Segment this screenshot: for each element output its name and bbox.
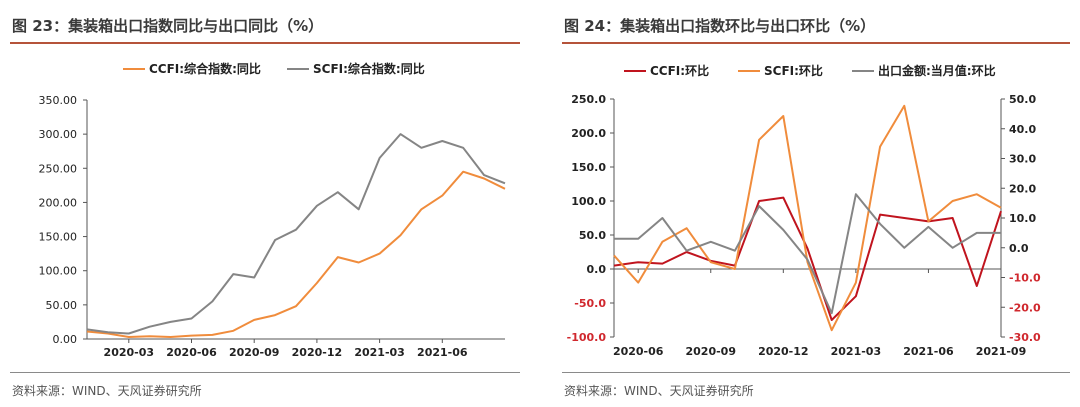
y-tick-label-right: 0.0 bbox=[1009, 242, 1029, 255]
source-rule-left bbox=[10, 372, 520, 373]
series-line-export-mom bbox=[614, 193, 1001, 315]
legend-label: CCFI:综合指数:同比 bbox=[149, 61, 261, 76]
chart-title-left: 图 23：集装箱出口指数同比与出口同比（%） bbox=[12, 17, 324, 35]
x-tick-label: 2021-03 bbox=[831, 345, 882, 358]
y-tick-label: 200.00 bbox=[39, 196, 78, 209]
y-tick-label-left: 0.0 bbox=[587, 263, 607, 276]
legend-label: SCFI:环比 bbox=[764, 63, 823, 78]
x-tick-label: 2020-12 bbox=[758, 345, 809, 358]
y-tick-label-right: 50.0 bbox=[1009, 93, 1036, 106]
y-tick-label-left: 50.0 bbox=[579, 229, 606, 242]
y-tick-label-left: 250.0 bbox=[571, 93, 606, 106]
source-note-left: 资料来源：WIND、天风证券研究所 bbox=[12, 384, 202, 398]
x-tick-label: 2021-09 bbox=[976, 345, 1027, 358]
y-tick-label-right: 40.0 bbox=[1009, 123, 1036, 136]
y-tick-label-right: 10.0 bbox=[1009, 212, 1036, 225]
y-tick-label-right: -30.0 bbox=[1009, 331, 1041, 344]
chart-panel-right: 图 24：集装箱出口指数环比与出口环比（%） CCFI:环比 SCFI:环比 出口金… bbox=[552, 0, 1080, 407]
series-line-scfi bbox=[86, 133, 506, 335]
y-tick-label-right: -10.0 bbox=[1009, 272, 1041, 285]
y-tick-label-left: -50.0 bbox=[574, 297, 606, 310]
x-tick-label: 2020-12 bbox=[292, 346, 343, 359]
legend-label: SCFI:综合指数:同比 bbox=[313, 61, 425, 76]
y-tick-label: 0.00 bbox=[53, 333, 78, 346]
series-line-ccfi bbox=[86, 170, 506, 338]
y-tick-label-left: 150.0 bbox=[571, 161, 606, 174]
x-tick-label: 2020-06 bbox=[166, 346, 217, 359]
y-tick-label: 100.00 bbox=[39, 265, 78, 278]
y-tick-label: 50.00 bbox=[46, 299, 78, 312]
chart-right: CCFI:环比 SCFI:环比 出口金额:当月值:环比 250.0 200.0 150.0… bbox=[567, 63, 1041, 358]
y-tick-label-left: 100.0 bbox=[571, 195, 606, 208]
legend-label: CCFI:环比 bbox=[650, 63, 709, 78]
y-tick-label: 350.00 bbox=[39, 94, 78, 107]
y-tick-label: 250.00 bbox=[39, 162, 78, 175]
y-tick-label-left: 200.0 bbox=[571, 127, 606, 140]
chart-panel-left: 图 23：集装箱出口指数同比与出口同比（%） CCFI:综合指数:同比 SCFI:… bbox=[0, 0, 530, 407]
y-tick-label-left: -100.0 bbox=[567, 331, 607, 344]
source-note-right: 资料来源：WIND、天风证券研究所 bbox=[564, 384, 754, 398]
y-tick-label: 150.00 bbox=[39, 231, 78, 244]
title-rule-left bbox=[10, 42, 520, 44]
chart-title-right: 图 24：集装箱出口指数环比与出口环比（%） bbox=[564, 17, 876, 35]
x-tick-label: 2020-06 bbox=[613, 345, 664, 358]
x-tick-label: 2021-03 bbox=[354, 346, 405, 359]
y-tick-label-right: 20.0 bbox=[1009, 182, 1036, 195]
x-tick-label: 2021-06 bbox=[903, 345, 954, 358]
x-tick-label: 2021-06 bbox=[417, 346, 468, 359]
y-tick-label: 300.00 bbox=[39, 128, 78, 141]
x-tick-label: 2020-09 bbox=[229, 346, 280, 359]
source-rule-right bbox=[562, 372, 1070, 373]
y-tick-label-right: -20.0 bbox=[1009, 301, 1041, 314]
x-tick-label: 2020-03 bbox=[104, 346, 155, 359]
y-tick-label-right: 30.0 bbox=[1009, 153, 1036, 166]
legend-label: 出口金额:当月值:环比 bbox=[878, 63, 996, 78]
x-tick-label: 2020-09 bbox=[686, 345, 737, 358]
series-line-ccfi-mom bbox=[613, 196, 1002, 321]
title-rule-right bbox=[562, 42, 1070, 44]
series-line-scfi-mom bbox=[613, 104, 1002, 332]
chart-left: CCFI:综合指数:同比 SCFI:综合指数:同比 350.00 300.00 250.… bbox=[39, 61, 506, 359]
